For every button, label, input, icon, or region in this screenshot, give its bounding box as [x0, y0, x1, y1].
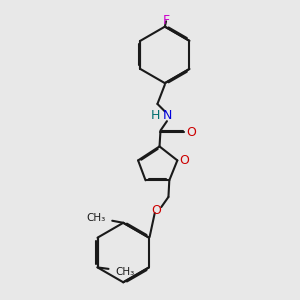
Text: CH₃: CH₃ [86, 213, 105, 223]
Text: CH₃: CH₃ [115, 267, 135, 277]
Text: N: N [162, 109, 172, 122]
Text: H: H [150, 109, 160, 122]
Text: O: O [151, 203, 161, 217]
Text: F: F [163, 14, 170, 27]
Text: O: O [179, 154, 189, 167]
Text: O: O [186, 126, 196, 139]
